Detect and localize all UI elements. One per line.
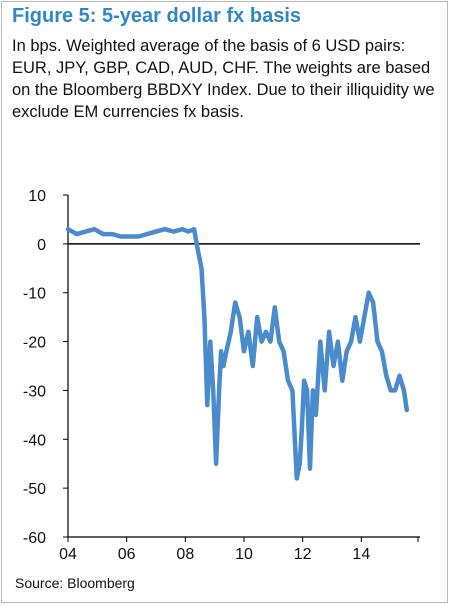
x-tick-label: 14 bbox=[352, 546, 370, 563]
y-tick-label: 10 bbox=[28, 188, 46, 205]
y-tick-label: -10 bbox=[23, 286, 46, 303]
x-tick-label: 12 bbox=[294, 546, 312, 563]
y-tick-label: 0 bbox=[37, 237, 46, 254]
chart-axes bbox=[67, 195, 420, 538]
x-tick-label: 06 bbox=[118, 546, 136, 563]
y-tick-label: -20 bbox=[23, 335, 46, 352]
series-line-0 bbox=[65, 226, 410, 481]
x-tick-label: 08 bbox=[176, 546, 194, 563]
y-tick-label: -60 bbox=[23, 530, 46, 547]
y-tick-label: -40 bbox=[23, 432, 46, 449]
x-tick-label: 10 bbox=[235, 546, 253, 563]
source-note: Source: Bloomberg bbox=[15, 575, 135, 591]
x-axis-ticks: 04 06 08 10 12 14 bbox=[59, 537, 419, 563]
chart-title: Figure 5: 5-year dollar fx basis bbox=[12, 5, 301, 27]
y-tick-label: -50 bbox=[23, 481, 46, 498]
chart-subtitle: In bps. Weighted average of the basis of… bbox=[12, 37, 435, 121]
y-axis-ticks: 10 0 -10 -20 -30 -40 -50 -60 bbox=[23, 188, 68, 547]
series-group bbox=[65, 226, 410, 481]
y-tick-label: -30 bbox=[23, 383, 46, 400]
x-tick-label: 04 bbox=[59, 546, 77, 563]
